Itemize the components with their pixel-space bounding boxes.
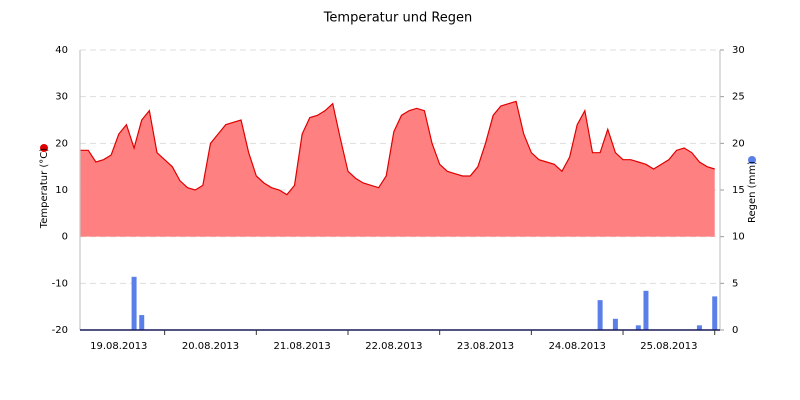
x-tick-label: 22.08.2013 (365, 341, 422, 352)
x-tick-label: 25.08.2013 (640, 341, 697, 352)
y-axis-label: Temperatur (°C) (39, 148, 50, 229)
y2-tick-label: 15 (732, 185, 745, 196)
temperature-line (80, 100, 715, 196)
y2-tick-label: 25 (732, 92, 745, 103)
x-tick-label: 21.08.2013 (274, 341, 331, 352)
x-tick-label: 24.08.2013 (549, 341, 606, 352)
y2-legend-dot (748, 156, 756, 164)
rain-bar (139, 315, 145, 330)
y-legend-dot (40, 144, 48, 152)
x-tick-label: 20.08.2013 (182, 341, 239, 352)
y-tick-label: 30 (55, 92, 68, 103)
rain-bar (643, 290, 649, 330)
y2-axis-label: Regen (mm) (747, 161, 758, 223)
y-tick-label: 40 (55, 45, 68, 56)
y2-tick-label: 10 (732, 232, 745, 243)
y-tick-label: -20 (52, 325, 68, 336)
y2-tick-label: 5 (732, 278, 738, 289)
y-tick-label: -10 (52, 278, 68, 289)
y2-tick-label: 20 (732, 138, 745, 149)
rain-bar (131, 276, 137, 330)
temperature-area (80, 101, 715, 237)
y-tick-label: 0 (62, 232, 68, 243)
y-tick-label: 10 (55, 185, 68, 196)
rain-bar (696, 325, 702, 330)
x-tick-label: 23.08.2013 (457, 341, 514, 352)
rain-bar (712, 296, 718, 330)
rain-bar (597, 300, 603, 330)
y-tick-label: 20 (55, 138, 68, 149)
y2-tick-label: 30 (732, 45, 745, 56)
y2-tick-label: 0 (732, 325, 738, 336)
rain-bar (635, 325, 641, 330)
chart-title: Temperatur und Regen (323, 11, 473, 26)
x-tick-label: 19.08.2013 (90, 341, 147, 352)
rain-bar (612, 318, 618, 330)
